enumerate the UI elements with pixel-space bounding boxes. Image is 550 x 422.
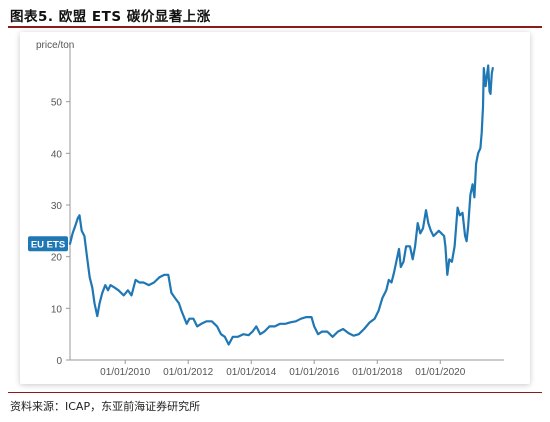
- chart-panel: 0 10 20 30 40 50 price/ton 01/01/2010 01/01/2012…: [20, 32, 530, 384]
- y-axis-label: price/ton: [36, 40, 74, 51]
- title-rule: [8, 26, 542, 28]
- y-tick-label: 20: [51, 253, 63, 264]
- y-tick-label: 0: [56, 356, 62, 367]
- x-tick-label: 01/01/2012: [163, 367, 213, 378]
- x-tick-label: 01/01/2018: [352, 367, 402, 378]
- price-line-chart: 0 10 20 30 40 50 price/ton 01/01/2010 01/01/2012…: [28, 40, 504, 378]
- y-tick-label: 50: [51, 98, 63, 109]
- y-tick-label: 10: [51, 304, 63, 315]
- series-label: EU ETS: [31, 239, 65, 250]
- figure-title: 图表5. 欧盟 ETS 碳价显著上涨: [10, 9, 211, 25]
- source-note: 资料来源：ICAP，东亚前海证券研究所: [10, 400, 201, 413]
- y-tick-label: 40: [51, 149, 63, 160]
- x-tick-label: 01/01/2014: [226, 367, 276, 378]
- x-tick-label: 01/01/2010: [100, 367, 150, 378]
- x-tick-label: 01/01/2016: [289, 367, 339, 378]
- series-label-box: [28, 236, 68, 252]
- x-tick-label: 01/01/2020: [415, 367, 465, 378]
- y-tick-label: 30: [51, 201, 63, 212]
- series-line-eu-ets: [68, 64, 494, 346]
- source-rule: [8, 392, 542, 393]
